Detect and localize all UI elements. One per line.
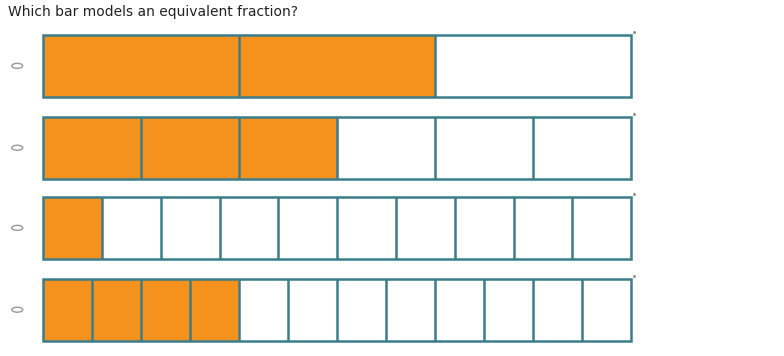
Bar — [485, 278, 533, 341]
Text: Which bar models an equivalent fraction?: Which bar models an equivalent fraction? — [8, 5, 298, 19]
Bar — [278, 197, 337, 259]
Bar — [337, 197, 396, 259]
Bar — [386, 278, 435, 341]
Bar — [572, 197, 631, 259]
Bar — [435, 117, 533, 179]
Bar — [141, 117, 239, 179]
Bar — [43, 117, 141, 179]
Bar — [533, 117, 631, 179]
Bar — [43, 197, 102, 259]
Bar — [190, 278, 239, 341]
Bar — [289, 278, 337, 341]
Bar — [337, 117, 435, 179]
Bar — [43, 117, 631, 179]
Bar — [582, 278, 631, 341]
Bar — [43, 278, 631, 341]
Bar — [435, 278, 485, 341]
Bar — [533, 278, 582, 341]
Bar — [161, 197, 220, 259]
Bar — [102, 197, 161, 259]
Bar — [239, 35, 435, 97]
Bar — [43, 35, 631, 97]
Bar — [455, 197, 514, 259]
Bar — [435, 35, 631, 97]
Bar — [337, 278, 386, 341]
Bar — [514, 197, 572, 259]
Bar — [220, 197, 278, 259]
Bar — [141, 278, 190, 341]
Bar — [396, 197, 455, 259]
Bar — [43, 278, 92, 341]
Bar — [92, 278, 141, 341]
Bar — [43, 35, 239, 97]
Bar — [239, 117, 337, 179]
Bar — [43, 197, 631, 259]
Bar — [239, 278, 289, 341]
